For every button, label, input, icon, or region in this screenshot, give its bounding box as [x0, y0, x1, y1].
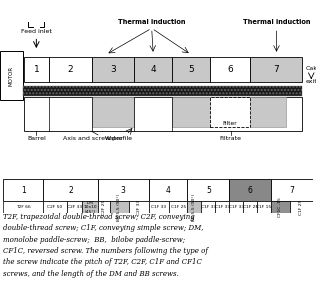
Text: C1F 25: C1F 25 [299, 200, 303, 215]
Bar [172, 56, 210, 82]
Text: C1F 33: C1F 33 [229, 205, 244, 209]
Text: Filtrate: Filtrate [220, 136, 242, 141]
Bar [110, 201, 129, 213]
Text: 6: 6 [248, 186, 252, 195]
Text: C1F 25: C1F 25 [171, 205, 186, 209]
Text: 3: 3 [121, 186, 125, 195]
Text: 2: 2 [68, 65, 73, 74]
Bar [92, 56, 134, 82]
Bar [271, 201, 289, 213]
Bar [229, 179, 271, 201]
Bar [43, 201, 67, 213]
Text: Water: Water [105, 136, 123, 141]
Bar [289, 201, 313, 213]
Text: Cake: Cake [306, 66, 316, 71]
Bar [3, 201, 43, 213]
Text: 3: 3 [110, 65, 116, 74]
Bar [169, 201, 187, 213]
Text: Axis and screw profile: Axis and screw profile [64, 136, 132, 141]
Text: Thermal induction: Thermal induction [243, 19, 310, 25]
Text: 1: 1 [21, 186, 26, 195]
Bar [187, 179, 229, 201]
Bar [271, 179, 313, 201]
Text: 4: 4 [166, 186, 171, 195]
Text: DM
10x10
(45°): DM 10x10 (45°) [83, 201, 97, 213]
Bar [23, 86, 302, 96]
Text: C1F 15: C1F 15 [257, 205, 272, 209]
Bar [229, 201, 243, 213]
Bar [172, 97, 210, 127]
Text: 7: 7 [289, 186, 295, 195]
Text: 7: 7 [273, 65, 279, 74]
Bar [243, 201, 257, 213]
Bar [210, 97, 250, 127]
Text: 1: 1 [33, 65, 39, 74]
Text: Thermal induction: Thermal induction [118, 19, 185, 25]
Text: 5: 5 [206, 186, 211, 195]
Bar [43, 179, 98, 201]
Text: C2F 25: C2F 25 [102, 200, 106, 215]
Bar [82, 201, 98, 213]
Text: Filter: Filter [222, 121, 237, 126]
Text: C1F 25: C1F 25 [242, 205, 258, 209]
Bar [134, 56, 172, 82]
Bar [49, 56, 92, 82]
Bar [24, 97, 302, 131]
Bar [129, 201, 149, 213]
Text: C1F 33: C1F 33 [151, 205, 166, 209]
Bar [149, 201, 169, 213]
Text: C2F 50: C2F 50 [47, 205, 63, 209]
Bar [3, 179, 43, 201]
Bar [98, 179, 149, 201]
Bar [98, 201, 110, 213]
Bar [187, 201, 201, 213]
Text: T2F, trapezoidal double-thread screw; C2F, conveying
double-thread screw; C1F, c: T2F, trapezoidal double-thread screw; C2… [3, 213, 208, 278]
Bar [24, 56, 49, 82]
Text: BB 5-5 (90°): BB 5-5 (90°) [117, 194, 121, 221]
Text: CF1C -15: CF1C -15 [278, 197, 282, 217]
Text: C2F 33: C2F 33 [137, 200, 141, 215]
Text: C2F 33: C2F 33 [67, 205, 82, 209]
Text: 4: 4 [150, 65, 156, 74]
Text: Barrel: Barrel [27, 136, 46, 141]
Bar [250, 56, 302, 82]
Bar [67, 201, 82, 213]
Text: 2: 2 [68, 186, 73, 195]
Bar [201, 201, 215, 213]
Bar [23, 86, 302, 96]
Bar [215, 201, 229, 213]
Bar [92, 97, 134, 127]
Text: 6: 6 [227, 65, 233, 74]
Bar [250, 97, 286, 127]
Bar [0, 51, 23, 100]
Bar [257, 201, 271, 213]
Text: exit: exit [306, 78, 316, 83]
Text: MOTOR: MOTOR [9, 66, 14, 86]
Text: Feed inlet: Feed inlet [21, 29, 52, 34]
Bar [210, 56, 250, 82]
Text: C1F 33: C1F 33 [201, 205, 216, 209]
Text: T2F 66: T2F 66 [16, 205, 31, 209]
Text: 5: 5 [188, 65, 194, 74]
Bar [149, 179, 187, 201]
Text: C1F 33: C1F 33 [215, 205, 230, 209]
Text: BB 5-5 (90°): BB 5-5 (90°) [192, 194, 196, 221]
